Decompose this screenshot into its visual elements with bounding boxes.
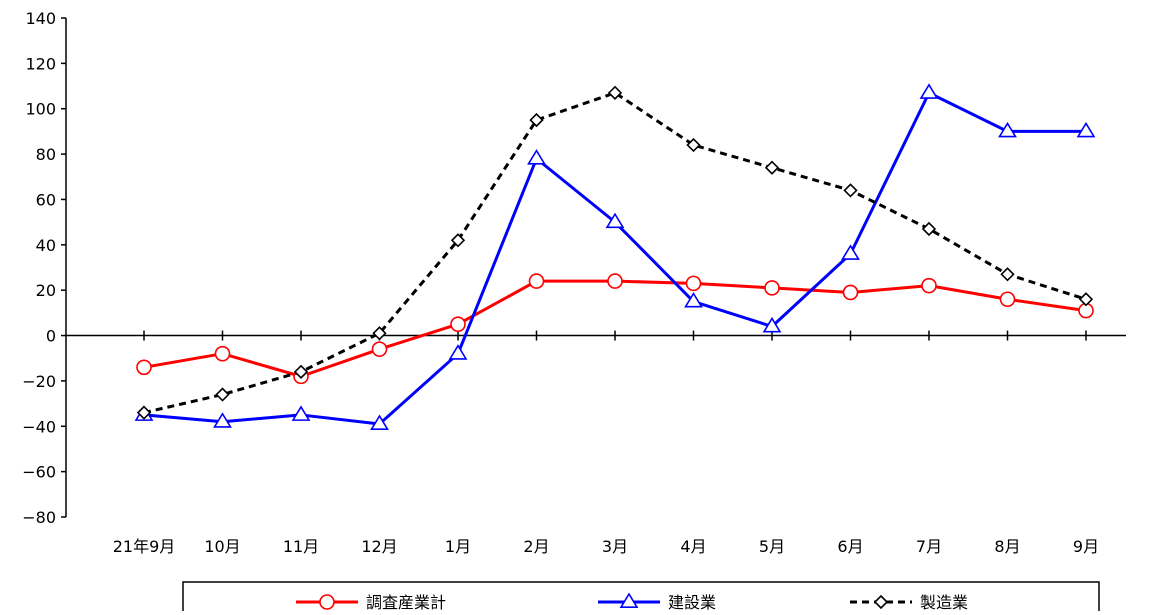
series-line bbox=[143, 91, 1086, 426]
data-point bbox=[921, 277, 937, 294]
data-point bbox=[448, 344, 468, 360]
data-point bbox=[762, 316, 782, 333]
legend-box bbox=[182, 581, 1100, 615]
x-tick-label: 3月 bbox=[602, 537, 628, 556]
data-point bbox=[214, 345, 231, 362]
legend-marker bbox=[319, 594, 335, 610]
y-tick-label: 20 bbox=[36, 281, 56, 300]
y-tick-label: −40 bbox=[22, 417, 56, 436]
x-tick-label: 2月 bbox=[523, 537, 549, 556]
y-tick-label: 140 bbox=[25, 9, 56, 28]
legend-label: 調査産業計 bbox=[366, 593, 446, 611]
x-tick-label: 6月 bbox=[837, 537, 863, 556]
data-point bbox=[999, 291, 1016, 308]
legend-entry: 調査産業計 bbox=[296, 593, 446, 612]
y-tick-label: −20 bbox=[22, 372, 56, 391]
data-point bbox=[529, 112, 544, 128]
x-tick-label: 11月 bbox=[283, 537, 319, 556]
series-3 bbox=[136, 85, 1094, 420]
data-point bbox=[450, 233, 466, 248]
data-point bbox=[213, 412, 232, 428]
legend-marker bbox=[873, 594, 889, 610]
data-point bbox=[528, 273, 545, 289]
data-point bbox=[136, 359, 152, 376]
x-tick-label: 12月 bbox=[361, 537, 397, 556]
data-point bbox=[921, 221, 937, 237]
data-point bbox=[291, 405, 311, 421]
y-tick-label: 80 bbox=[36, 145, 56, 164]
data-point bbox=[372, 326, 387, 341]
data-point bbox=[764, 160, 780, 175]
x-tick-label: 4月 bbox=[680, 537, 706, 556]
series-line bbox=[143, 279, 1087, 378]
series-line bbox=[143, 91, 1087, 415]
data-point bbox=[136, 405, 152, 420]
x-tick-label: 9月 bbox=[1073, 537, 1099, 556]
y-tick-label: 100 bbox=[25, 100, 56, 119]
y-tick-label: 0 bbox=[46, 327, 56, 346]
legend: 調査産業計 建設業 製造業 bbox=[182, 581, 1100, 615]
legend-entry: 建設業 bbox=[598, 592, 716, 612]
y-tick-label: 60 bbox=[36, 190, 56, 209]
data-point bbox=[527, 149, 546, 165]
data-point bbox=[841, 244, 860, 260]
x-tick-label: 8月 bbox=[994, 537, 1020, 556]
data-point bbox=[607, 85, 623, 100]
data-point bbox=[842, 284, 859, 301]
x-tick-label: 7月 bbox=[916, 537, 942, 556]
y-tick-label: 40 bbox=[36, 236, 56, 255]
data-point bbox=[293, 364, 309, 379]
data-point bbox=[1078, 292, 1094, 307]
series-layer bbox=[134, 83, 1096, 431]
legend-marker bbox=[619, 592, 639, 609]
y-tick-label: −60 bbox=[22, 463, 56, 482]
data-point bbox=[684, 291, 703, 308]
x-tick-label: 1月 bbox=[445, 537, 471, 556]
data-point bbox=[843, 183, 858, 198]
data-point bbox=[764, 280, 780, 296]
data-point bbox=[370, 414, 389, 431]
data-point bbox=[919, 83, 939, 99]
y-tick-label: 120 bbox=[25, 54, 56, 73]
data-point bbox=[450, 316, 466, 333]
legend-label: 製造業 bbox=[920, 593, 968, 611]
x-tick-label: 5月 bbox=[759, 537, 785, 556]
x-tick-label: 21年9月 bbox=[113, 537, 176, 556]
series-1 bbox=[136, 273, 1094, 385]
data-point bbox=[607, 273, 623, 289]
data-point bbox=[1000, 267, 1015, 282]
data-point bbox=[605, 212, 625, 229]
data-point bbox=[1076, 121, 1096, 138]
data-point bbox=[686, 137, 701, 153]
legend-entry: 製造業 bbox=[850, 593, 968, 612]
data-point bbox=[215, 387, 230, 402]
axes: −80 −60 −40 −20 0 20 40 60 80 100 120 140 21年9月 10月 11… bbox=[22, 9, 1126, 556]
data-point bbox=[371, 341, 388, 357]
legend-label: 建設業 bbox=[668, 593, 716, 611]
series-2 bbox=[134, 83, 1096, 431]
y-tick-label: −80 bbox=[22, 508, 56, 527]
data-point bbox=[685, 275, 702, 292]
x-tick-label: 10月 bbox=[204, 537, 240, 556]
data-point bbox=[998, 121, 1017, 138]
